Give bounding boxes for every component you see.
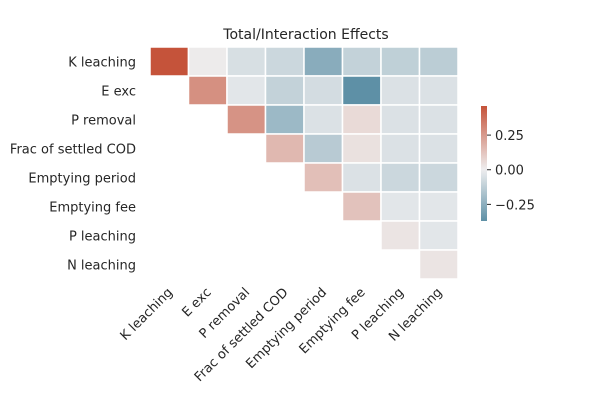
- heatmap-cell: [380, 133, 421, 164]
- heatmap-cell: [418, 75, 459, 106]
- row-label: Emptying period: [28, 172, 136, 187]
- heatmap-cell: [380, 162, 421, 193]
- heatmap-cell: [264, 75, 305, 106]
- heatmap-cell: [264, 46, 305, 77]
- row-labels: K leaching E exc P removal Frac of settled …: [10, 56, 136, 274]
- row-label: E exc: [101, 85, 136, 100]
- heatmap-cell: [380, 75, 421, 106]
- heatmap-cell: [418, 249, 459, 280]
- heatmap-cell: [380, 191, 421, 222]
- row-label: Frac of settled COD: [10, 143, 136, 158]
- heatmap-cell: [264, 104, 305, 135]
- row-label: N leaching: [67, 259, 136, 274]
- heatmap-cell: [341, 191, 382, 222]
- heatmap-cell: [303, 46, 344, 77]
- heatmap-cell: [418, 162, 459, 193]
- heatmap-cell: [303, 75, 344, 106]
- colorbar-tick-label: −0.25: [495, 198, 535, 213]
- heatmap-cell: [418, 191, 459, 222]
- heatmap-cell: [418, 46, 459, 77]
- heatmap-cell: [380, 46, 421, 77]
- heatmap-cell: [341, 162, 382, 193]
- heatmap-cell: [187, 75, 228, 106]
- row-label: K leaching: [68, 56, 136, 71]
- heatmap-cell: [341, 75, 382, 106]
- heatmap-cell: [149, 46, 190, 77]
- row-label: Emptying fee: [49, 201, 136, 216]
- heatmap-cell: [380, 220, 421, 251]
- heatmap-cell: [187, 46, 228, 77]
- heatmap-cell: [341, 46, 382, 77]
- column-label: E exc: [179, 285, 214, 320]
- heatmap-cell: [303, 133, 344, 164]
- colorbar: 0.25 0.00 −0.25: [481, 106, 535, 221]
- heatmap-cell: [226, 75, 267, 106]
- heatmap-cell: [418, 104, 459, 135]
- heatmap-cell: [226, 104, 267, 135]
- heatmap-cell: [264, 133, 305, 164]
- heatmap-cells: [149, 46, 459, 280]
- row-label: P removal: [71, 114, 136, 129]
- row-label: P leaching: [69, 230, 136, 245]
- heatmap-cell: [341, 104, 382, 135]
- heatmap-cell: [418, 220, 459, 251]
- heatmap-cell: [380, 104, 421, 135]
- colorbar-tick-label: 0.25: [495, 129, 524, 144]
- heatmap-cell: [341, 133, 382, 164]
- heatmap-cell: [303, 104, 344, 135]
- heatmap-cell: [418, 133, 459, 164]
- column-label: K leaching: [118, 285, 177, 344]
- chart-title: Total/Interaction Effects: [222, 27, 388, 43]
- colorbar-ticks: 0.25 0.00 −0.25: [487, 129, 535, 213]
- heatmap-cell: [303, 162, 344, 193]
- colorbar-tick-label: 0.00: [495, 164, 524, 179]
- heatmap-cell: [226, 46, 267, 77]
- colorbar-gradient: [481, 106, 487, 221]
